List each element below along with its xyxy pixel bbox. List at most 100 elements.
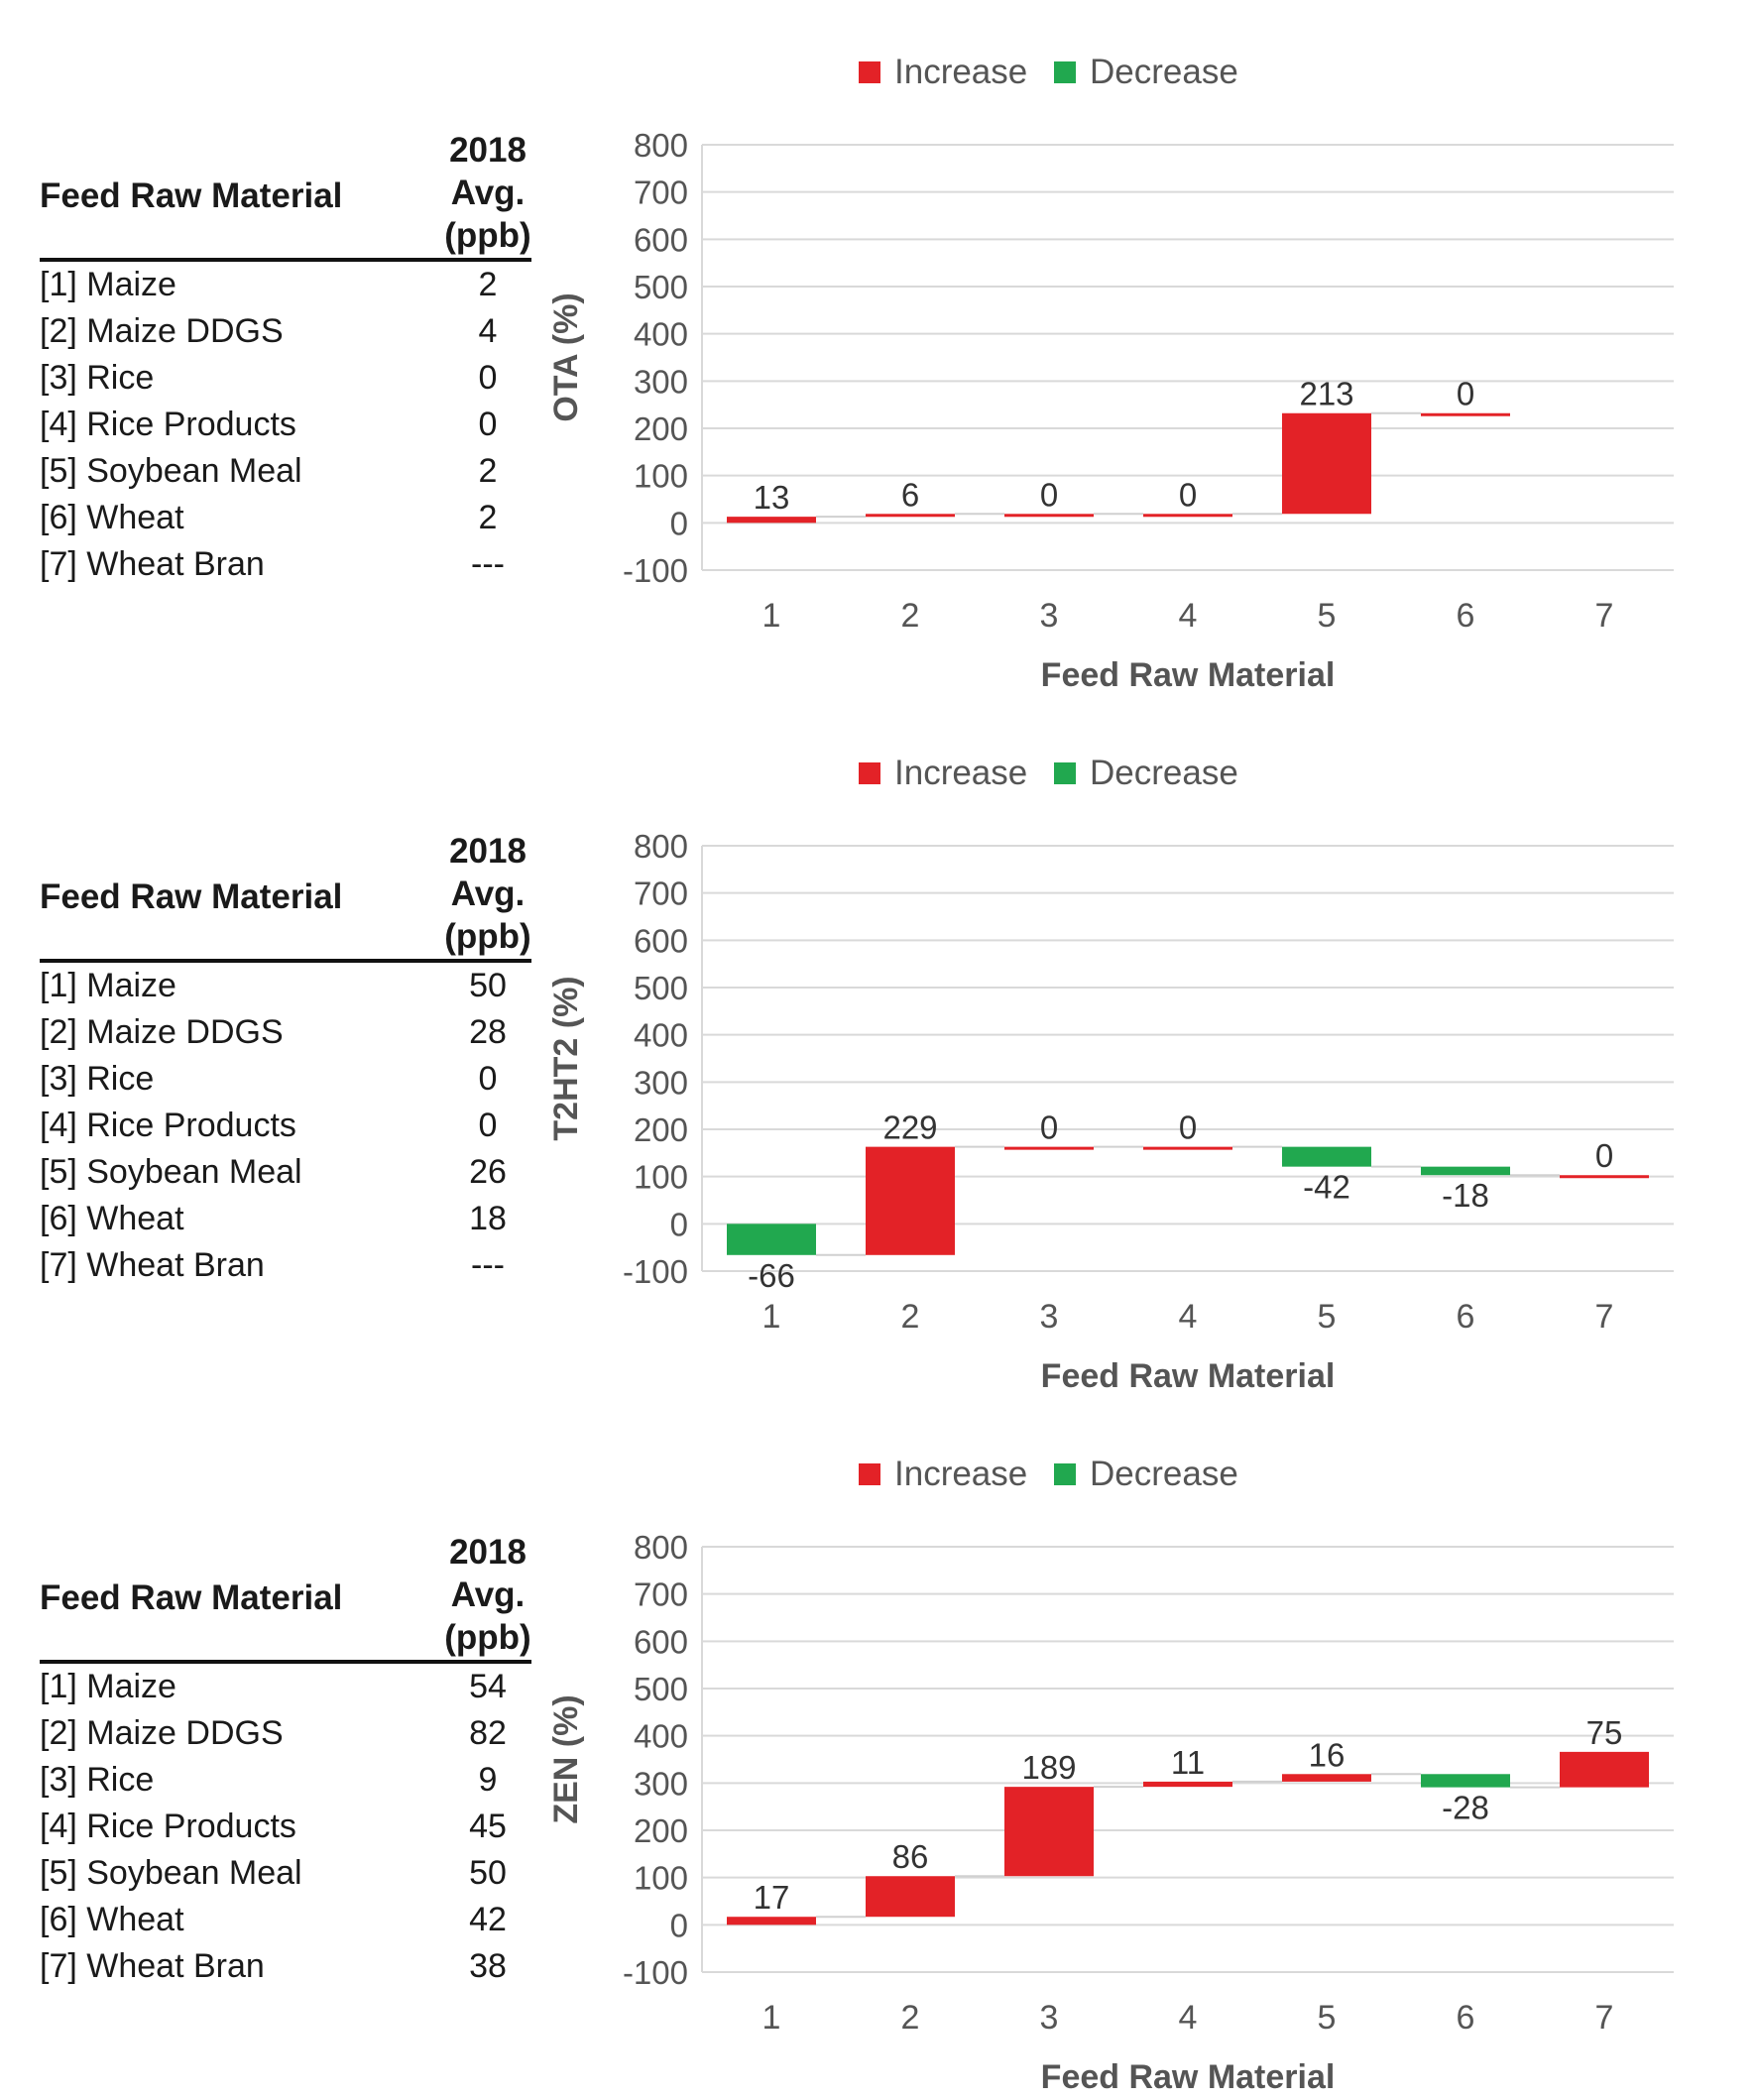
chart-panel-1: Feed Raw Material 2018 Avg. (ppb) [1] Maize 2…: [0, 0, 1757, 694]
legend: Increase Decrease: [859, 53, 1238, 91]
table-row-label: [5] Soybean Meal: [40, 1854, 302, 1892]
x-tick-label: 1: [762, 1999, 781, 2037]
data-label: 229: [882, 1109, 937, 1146]
x-tick-label: 4: [1179, 1298, 1198, 1336]
y-tick-label: -100: [623, 1253, 688, 1290]
table-row: [2] Maize DDGS 4: [40, 308, 531, 355]
table-row-label: [3] Rice: [40, 1060, 155, 1098]
table-header: Feed Raw Material 2018 Avg. (ppb): [40, 129, 531, 262]
table-row-value: ---: [471, 1246, 505, 1284]
table-row-value: ---: [471, 545, 505, 583]
data-label: 0: [1040, 1109, 1058, 1146]
x-axis-title: Feed Raw Material: [1041, 2058, 1336, 2096]
bar-1: [727, 1224, 816, 1255]
table-header-avg-line: (ppb): [444, 216, 531, 255]
table-row: [3] Rice 0: [40, 355, 531, 402]
bar-5: [1282, 1146, 1371, 1167]
legend: Increase Decrease: [859, 1455, 1238, 1493]
y-tick-label: 200: [634, 1111, 688, 1148]
x-tick-label: 6: [1457, 1298, 1475, 1336]
legend-decrease-swatch: [1054, 61, 1076, 83]
legend-increase-label: Increase: [894, 53, 1027, 91]
bar-3: [1004, 514, 1094, 518]
chart-panel-2: Feed Raw Material 2018 Avg. (ppb) [1] Maize 5…: [0, 701, 1757, 1395]
table-header-avg: 2018 Avg. (ppb): [389, 830, 587, 958]
x-tick-label: 1: [762, 1298, 781, 1336]
table-row: [3] Rice 0: [40, 1056, 531, 1103]
table-header-avg: 2018 Avg. (ppb): [389, 1531, 587, 1659]
x-tick-label: 3: [1040, 1298, 1059, 1336]
bar-2: [866, 514, 955, 518]
table-row: [5] Soybean Meal 2: [40, 448, 531, 495]
table-row: [5] Soybean Meal 26: [40, 1149, 531, 1196]
table-row: [1] Maize 54: [40, 1664, 531, 1710]
table-row-label: [5] Soybean Meal: [40, 1153, 302, 1191]
y-tick-label: 500: [634, 1671, 688, 1707]
x-tick-label: 2: [901, 597, 920, 635]
table-header-avg-line: Avg.: [450, 1575, 526, 1614]
data-label: 6: [901, 476, 919, 513]
y-tick-label: 800: [634, 828, 688, 865]
table-row-value: 82: [469, 1714, 507, 1752]
legend-decrease-swatch: [1054, 1463, 1076, 1485]
table-row-value: 0: [478, 406, 498, 443]
y-tick-label: 700: [634, 875, 688, 912]
table-row-value: 50: [469, 1854, 507, 1892]
table-row: [7] Wheat Bran ---: [40, 541, 531, 588]
data-table: Feed Raw Material 2018 Avg. (ppb) [1] Maize 2…: [40, 129, 531, 588]
x-tick-label: 3: [1040, 1999, 1059, 2037]
data-label: -28: [1442, 1790, 1489, 1826]
data-label: -66: [748, 1257, 795, 1294]
table-row-label: [1] Maize: [40, 1668, 176, 1705]
y-tick-label: 200: [634, 410, 688, 447]
x-axis-title: Feed Raw Material: [1041, 1357, 1336, 1395]
table-row: [2] Maize DDGS 82: [40, 1710, 531, 1757]
table-header-avg-line: Avg.: [450, 875, 526, 913]
x-tick-label: 1: [762, 597, 781, 635]
y-tick-label: 600: [634, 1623, 688, 1660]
table-header-name: Feed Raw Material: [40, 176, 343, 215]
x-tick-label: 2: [901, 1298, 920, 1336]
legend-decrease-label: Decrease: [1090, 1455, 1238, 1493]
table-header-avg-line: 2018: [449, 832, 527, 871]
table-header-avg: 2018 Avg. (ppb): [389, 129, 587, 257]
table-row-value: 38: [469, 1947, 507, 1985]
table-row-label: [5] Soybean Meal: [40, 452, 302, 490]
data-label: 11: [1171, 1744, 1205, 1781]
table-row-label: [2] Maize DDGS: [40, 1013, 284, 1051]
y-tick-label: 0: [670, 505, 688, 541]
y-tick-label: 400: [634, 1017, 688, 1054]
legend-increase-swatch: [859, 1463, 880, 1485]
table-row-label: [6] Wheat: [40, 1901, 184, 1938]
bar-3: [1004, 1787, 1094, 1877]
table-row-value: 0: [478, 1060, 498, 1098]
x-tick-label: 6: [1457, 1999, 1475, 2037]
table-row-label: [4] Rice Products: [40, 1107, 296, 1144]
data-label: 0: [1457, 376, 1474, 412]
table-row-value: 50: [469, 967, 507, 1004]
table-row-value: 45: [469, 1808, 507, 1845]
x-axis-title: Feed Raw Material: [1041, 656, 1336, 694]
x-tick-label: 5: [1318, 1298, 1337, 1336]
bar-1: [727, 517, 816, 524]
table-row-label: [4] Rice Products: [40, 406, 296, 443]
table-row-value: 26: [469, 1153, 507, 1191]
chart-panel-3: Feed Raw Material 2018 Avg. (ppb) [1] Maize 5…: [0, 1402, 1757, 2096]
table-row-value: 2: [478, 452, 498, 490]
bar-6: [1421, 1774, 1510, 1788]
table-row: [7] Wheat Bran 38: [40, 1943, 531, 1990]
table-row: [7] Wheat Bran ---: [40, 1242, 531, 1289]
y-tick-label: 300: [634, 1064, 688, 1101]
legend-decrease-label: Decrease: [1090, 53, 1238, 91]
y-axis-title: T2HT2 (%): [547, 976, 585, 1140]
data-label: 0: [1040, 476, 1058, 513]
y-tick-label: 400: [634, 316, 688, 353]
table-header-name: Feed Raw Material: [40, 877, 343, 916]
x-tick-label: 4: [1179, 1999, 1198, 2037]
data-label: 0: [1595, 1137, 1613, 1174]
data-label: 213: [1299, 376, 1353, 412]
y-tick-label: 400: [634, 1718, 688, 1755]
bar-6: [1421, 1166, 1510, 1176]
bar-2: [866, 1876, 955, 1918]
x-tick-label: 6: [1457, 597, 1475, 635]
